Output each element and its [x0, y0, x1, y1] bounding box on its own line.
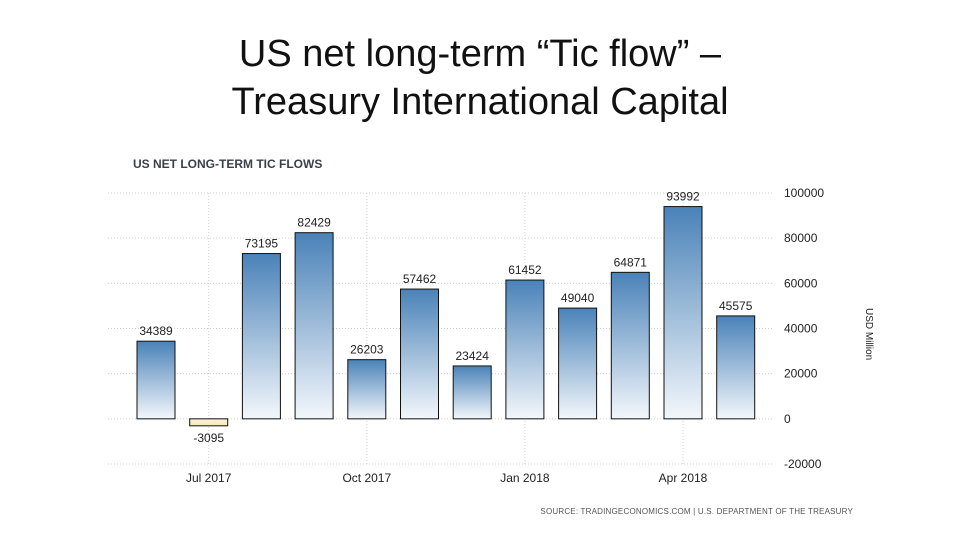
slide-title-line-2: Treasury International Capital [231, 81, 729, 123]
bar [610, 271, 650, 420]
data-label: 93992 [666, 190, 700, 204]
bar [136, 340, 176, 420]
data-label: 73195 [245, 237, 279, 251]
slide-title-line-1: US net long-term “Tic flow” – [238, 33, 722, 75]
y-tick-label: 100000 [784, 186, 824, 200]
value-labels: 34389 -3095 73195 82429 26203 57462 23424 61452… [139, 190, 752, 445]
x-tick-label: Apr 2018 [659, 471, 708, 485]
source-note: SOURCE: TRADINGECONOMICS.COM | U.S. DEPA… [540, 507, 853, 516]
y-axis: -20000 0 20000 40000 60000 80000 100000 [784, 186, 824, 471]
x-axis: Jul 2017 Oct 2017 Jan 2018 Apr 2018 [186, 471, 708, 485]
bar [663, 206, 703, 420]
data-label: 82429 [297, 216, 331, 230]
bar [558, 307, 598, 420]
bar [452, 365, 492, 420]
bar [241, 253, 281, 420]
slide-title: US net long-term “Tic flow” – Treasury I… [0, 30, 960, 126]
y-tick-label: 80000 [784, 231, 818, 245]
x-tick-label: Jan 2018 [500, 471, 550, 485]
bar [505, 279, 545, 420]
y-tick-label: 60000 [784, 276, 818, 290]
data-label: 23424 [456, 349, 490, 363]
y-axis-unit-label: USD Million [863, 308, 874, 360]
bar [400, 288, 439, 420]
y-tick-label: -20000 [784, 457, 822, 471]
data-label: 64871 [614, 255, 648, 269]
bar [189, 418, 229, 427]
bar [294, 232, 334, 420]
y-tick-label: 20000 [784, 367, 818, 381]
data-label: 45575 [719, 299, 753, 313]
data-label: -3095 [193, 431, 224, 445]
chart-title: US NET LONG-TERM TIC FLOWS [133, 157, 322, 171]
data-label: 61452 [508, 263, 542, 277]
x-tick-label: Oct 2017 [342, 471, 391, 485]
data-label: 34389 [139, 324, 173, 338]
bar [716, 315, 756, 420]
y-tick-label: 40000 [784, 322, 818, 336]
bar [347, 359, 387, 420]
bars [136, 206, 756, 427]
data-label: 57462 [403, 272, 437, 286]
data-label: 26203 [350, 343, 384, 357]
x-tick-label: Jul 2017 [186, 471, 232, 485]
y-tick-label: 0 [784, 412, 791, 426]
data-label: 49040 [561, 291, 595, 305]
